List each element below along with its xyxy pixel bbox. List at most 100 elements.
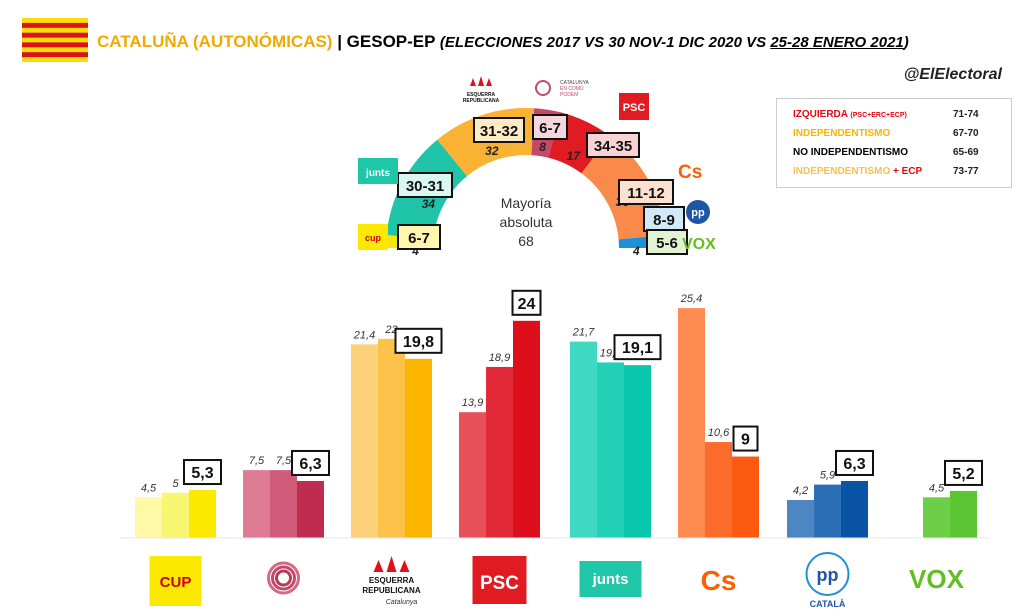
bar-cup-s2	[189, 490, 216, 538]
junts-logo-icon: junts	[579, 561, 642, 597]
hemicycle-range-box-ecp	[532, 114, 568, 140]
bar-ecp-s2	[297, 480, 324, 538]
hemicycle-range-erc: 31-32	[480, 123, 518, 140]
psc-logo-icon: PSC	[619, 93, 649, 120]
bar-label-ecp-s2: 6,3	[299, 456, 321, 473]
bar-group-vox: 4,5 5,2	[923, 459, 983, 538]
bar-ecp-s0	[243, 470, 270, 538]
svg-text:EN COMÚ: EN COMÚ	[560, 85, 584, 92]
bar-erc-s0	[351, 344, 378, 538]
bar-group-ecp: 7,5 7,5 6,3	[243, 449, 330, 538]
bar-junts-s2	[624, 365, 651, 538]
svg-text:ESQUERRA: ESQUERRA	[467, 92, 496, 98]
bar-group-cup: 4,5 5 5,3	[135, 459, 222, 538]
bar-label-cup-s0: 4,5	[141, 482, 157, 494]
cup-logo-icon: CUP	[149, 556, 202, 606]
bar-group-junts: 21,719,4 19,1	[570, 327, 662, 538]
hemicycle-range-cs: 11-12	[627, 185, 665, 202]
svg-text:pp: pp	[817, 565, 839, 585]
bar-junts-s0	[570, 341, 597, 538]
bar-cup-s0	[135, 497, 162, 538]
source-handle: @ElElectoral	[903, 66, 1002, 83]
svg-text:PSC: PSC	[480, 573, 519, 594]
bar-label-pp-s2: 6,3	[843, 456, 865, 473]
bar-ecp-s1	[270, 470, 297, 538]
svg-text:junts: junts	[365, 168, 390, 179]
bar-vox-s2	[950, 490, 977, 538]
bar-label-vox-s2: 5,2	[952, 466, 974, 483]
hemicycle-seats-2017-psc: 17	[567, 149, 582, 163]
bar-label-box-junts	[613, 334, 662, 361]
bar-psc-s2	[513, 320, 540, 538]
psc-logo-icon: PSC	[472, 556, 527, 604]
bloc-legend: IZQUIERDA (PSC+ERC+ECP) 71-74 INDEPENDEN…	[776, 98, 1012, 188]
svg-text:CATALÀ: CATALÀ	[810, 599, 846, 609]
bar-label-junts-s0: 21,7	[572, 327, 595, 339]
svg-text:PSC: PSC	[623, 102, 646, 114]
cs-logo-icon: Cs	[701, 565, 737, 596]
hemicycle-range-vox: 5-6	[656, 235, 678, 252]
bar-label-pp-s1: 5,9	[820, 470, 835, 482]
hemicycle-seats-2017-pp: 4	[632, 244, 640, 258]
svg-text:VOX: VOX	[909, 564, 965, 594]
bar-label-cup-s2: 5,3	[191, 465, 213, 482]
hemicycle-range-cup: 6-7	[408, 230, 430, 247]
pp-logo-icon: pp	[686, 200, 710, 224]
bar-erc-s2	[405, 358, 432, 538]
bar-label-cs-s1: 10,6	[708, 427, 730, 439]
hemicycle-range-ecp: 6-7	[539, 120, 561, 137]
bar-group-cs: 25,4 10,6 9	[678, 293, 759, 538]
majority-label-1: Mayoría	[501, 195, 552, 211]
bar-group-erc: 21,4 22 19,8	[351, 324, 443, 538]
svg-text:junts: junts	[592, 571, 629, 588]
hemicycle-seats-2017-junts: 34	[422, 197, 436, 211]
bar-label-erc-s2: 19,8	[403, 334, 434, 351]
vox-logo-icon: VOX	[909, 564, 965, 594]
hemicycle-seats-2017-erc: 32	[485, 144, 499, 158]
bar-erc-s1	[378, 338, 405, 538]
hemicycle-range-box-cs	[618, 179, 674, 205]
hemicycle-range-box-erc	[473, 117, 525, 143]
page-title: CATALUÑA (AUTONÓMICAS) | GESOP-EP (ELECC…	[97, 32, 909, 52]
bar-label-ecp-s0: 7,5	[249, 455, 265, 467]
bar-label-psc-s1: 18,9	[489, 352, 510, 364]
hemicycle-range-box-psc	[586, 132, 640, 158]
legend-row-no-independentismo: NO INDEPENDENTISMO 65-69	[793, 147, 979, 158]
bar-label-box-ecp	[291, 449, 330, 476]
hemicycle-range-box-junts	[397, 172, 453, 198]
bar-cup-s1	[162, 492, 189, 538]
vox-logo-icon: VOX	[682, 236, 716, 253]
bar-group-psc: 13,9 18,9 24	[459, 289, 542, 538]
bar-label-cs-s0: 25,4	[680, 293, 702, 305]
title-region: CATALUÑA	[97, 32, 189, 51]
bar-vox-s1	[923, 497, 950, 538]
bar-group-pp: 4,2 5,9 6,3	[787, 449, 874, 538]
hemicycle-range-psc: 34-35	[594, 138, 632, 155]
legend-row-independentismo: INDEPENDENTISMO 67-70	[793, 128, 979, 139]
bar-cs-s2	[732, 456, 759, 538]
bar-label-box-cup	[183, 459, 222, 486]
bar-label-box-cs	[732, 425, 759, 452]
svg-text:Cs: Cs	[678, 162, 702, 183]
pp-logo-icon: pp CATALÀ	[805, 552, 850, 609]
bar-pp-s2	[841, 480, 868, 538]
ecp-logo-icon	[267, 561, 300, 595]
bar-label-psc-s0: 13,9	[462, 397, 483, 409]
hemicycle-range-box-vox	[646, 229, 688, 255]
bar-psc-s1	[486, 366, 513, 538]
bar-label-erc-s1: 22	[384, 324, 397, 336]
bar-cs-s1	[705, 442, 732, 538]
legend-row-izquierda: IZQUIERDA (PSC+ERC+ECP) 71-74	[793, 109, 979, 120]
title-type: (AUTONÓMICAS)	[193, 32, 333, 51]
bar-label-box-vox	[944, 459, 983, 486]
bar-label-erc-s0: 21,4	[353, 329, 375, 341]
hemicycle-range-box-cup	[397, 224, 441, 250]
bar-label-box-pp	[835, 449, 874, 476]
hemicycle-range-junts: 30-31	[406, 178, 444, 195]
svg-text:cup: cup	[365, 233, 382, 243]
bar-label-vox-s1: 4,5	[929, 482, 945, 494]
